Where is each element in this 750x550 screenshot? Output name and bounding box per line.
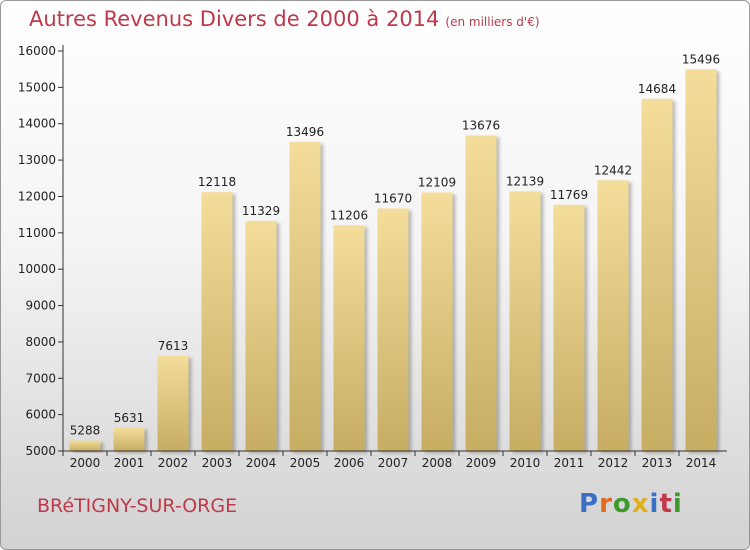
x-tick-label: 2011 — [554, 456, 585, 470]
y-tick-label: 14000 — [18, 117, 56, 131]
x-tick-label: 2005 — [290, 456, 321, 470]
logo-letter: o — [612, 489, 632, 519]
y-tick-label: 5000 — [25, 444, 56, 458]
bar-value-label: 13496 — [286, 125, 324, 139]
y-tick-label: 10000 — [18, 262, 56, 276]
bar-2004 — [245, 220, 277, 451]
x-tick-label: 2014 — [686, 456, 717, 470]
bar-2013 — [641, 98, 673, 451]
x-axis: 2000 2001 2002 2003 2004 2005 2006 2007 2008 2009… — [62, 450, 727, 470]
y-tick-label: 13000 — [18, 153, 56, 167]
bar-value-label: 11670 — [374, 191, 412, 205]
bar-value-label: 14684 — [638, 82, 676, 96]
bar-2010 — [509, 191, 541, 451]
bar-2011 — [553, 204, 585, 451]
y-tick-label: 16000 — [18, 44, 56, 58]
logo-letter: x — [631, 489, 650, 519]
x-tick-label: 2000 — [70, 456, 101, 470]
bar-value-label: 11206 — [330, 208, 368, 222]
bar-2001 — [113, 428, 145, 451]
bar-2009 — [465, 135, 497, 451]
bar-value-label: 5631 — [114, 411, 145, 425]
bar-value-label: 11769 — [550, 188, 588, 202]
bar-value-label: 12109 — [418, 175, 456, 189]
logo-letter: P — [579, 489, 600, 519]
bar-value-label: 11329 — [242, 204, 280, 218]
y-axis: 5000 6000 7000 8000 9000 10000 11000 12000 13000… — [18, 44, 64, 458]
x-tick-label: 2002 — [158, 456, 189, 470]
bar-2003 — [201, 192, 233, 451]
y-tick-label: 6000 — [25, 408, 56, 422]
bar-2012 — [597, 180, 629, 451]
x-tick-label: 2010 — [510, 456, 541, 470]
bar-value-label: 12118 — [198, 175, 236, 189]
logo-letter: i — [672, 489, 683, 519]
bar-2007 — [377, 208, 409, 451]
x-tick-label: 2007 — [378, 456, 409, 470]
x-tick-label: 2008 — [422, 456, 453, 470]
bar-2006 — [333, 225, 365, 451]
y-tick-label: 7000 — [25, 371, 56, 385]
x-tick-label: 2003 — [202, 456, 233, 470]
bar-value-label: 15496 — [682, 52, 720, 66]
x-tick-label: 2009 — [466, 456, 497, 470]
x-tick-label: 2012 — [598, 456, 629, 470]
logo-letter: r — [599, 489, 613, 519]
bar-2008 — [421, 192, 453, 451]
bar-value-label: 7613 — [158, 339, 189, 353]
logo-letter: t — [659, 489, 673, 519]
y-tick-label: 11000 — [18, 226, 56, 240]
chart-unit: (en milliers d'€) — [445, 15, 540, 29]
y-tick-label: 15000 — [18, 80, 56, 94]
bar-value-label: 12139 — [506, 174, 544, 188]
bar-value-label: 13676 — [462, 119, 500, 133]
y-tick-label: 8000 — [25, 335, 56, 349]
city-name: BRéTIGNY-SUR-ORGE — [37, 495, 238, 517]
bars: 5288 5631 7613 12118 11329 13496 11206 11670 121… — [69, 52, 720, 451]
x-tick-label: 2001 — [114, 456, 145, 470]
bar-value-label: 5288 — [70, 424, 101, 438]
logo-letter: i — [649, 489, 660, 519]
x-tick-label: 2006 — [334, 456, 365, 470]
y-tick-label: 12000 — [18, 189, 56, 203]
bar-2005 — [289, 142, 321, 451]
bar-value-label: 12442 — [594, 163, 632, 177]
proxiti-logo[interactable]: Proxiti — [579, 489, 683, 519]
bar-2002 — [157, 355, 189, 451]
x-tick-label: 2004 — [246, 456, 277, 470]
chart-title-text: Autres Revenus Divers de 2000 à 2014 — [29, 7, 440, 31]
chart-title: Autres Revenus Divers de 2000 à 2014 (en … — [29, 7, 540, 31]
bar-2014 — [685, 69, 717, 451]
bar-2000 — [69, 440, 101, 451]
y-tick-label: 9000 — [25, 299, 56, 313]
x-tick-label: 2013 — [642, 456, 673, 470]
